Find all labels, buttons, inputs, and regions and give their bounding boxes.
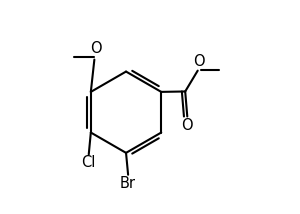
Text: O: O xyxy=(90,42,102,56)
Text: O: O xyxy=(193,54,205,68)
Text: Cl: Cl xyxy=(82,155,96,171)
Text: O: O xyxy=(182,117,193,132)
Text: Br: Br xyxy=(120,176,136,191)
